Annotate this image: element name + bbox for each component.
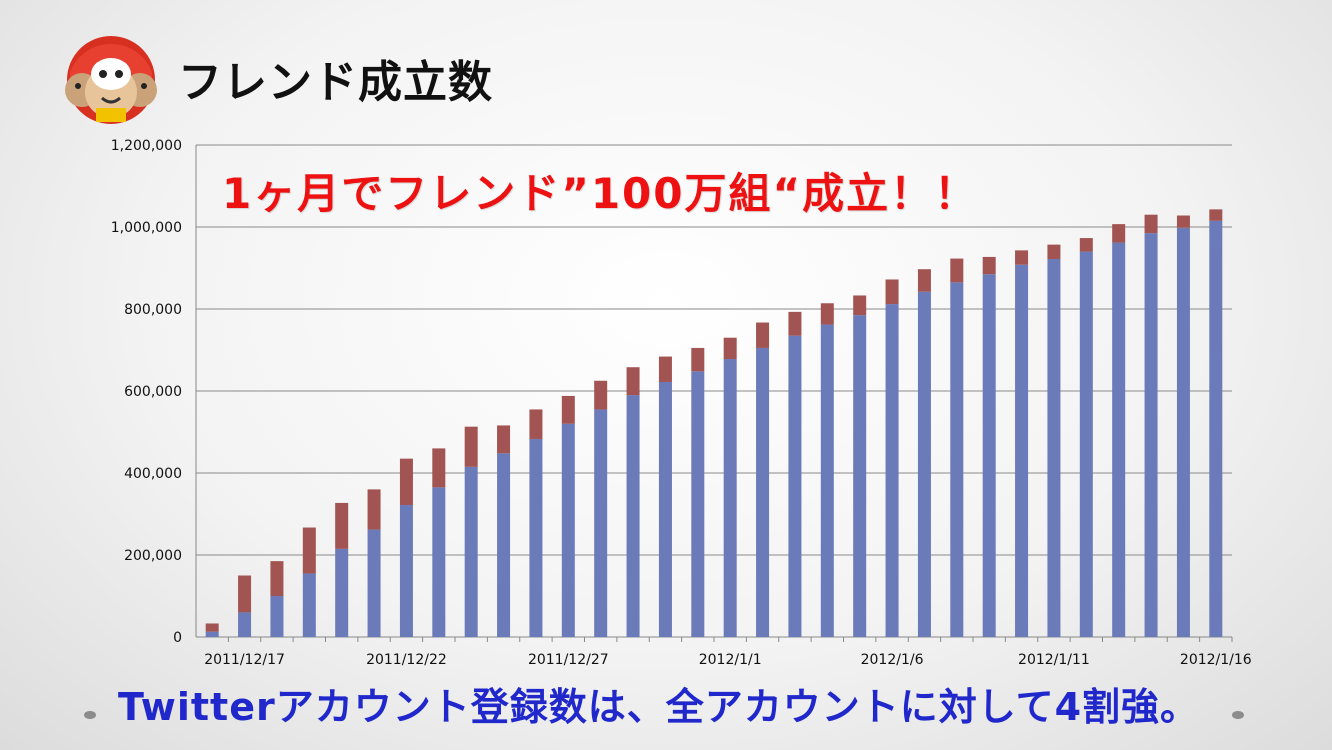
bar-segment-bottom [399, 504, 413, 637]
y-tick-label: 1,000,000 [111, 220, 182, 236]
x-tick-label: 2011/12/27 [528, 652, 609, 668]
bar-segment-top [820, 303, 834, 325]
bar-segment-bottom [1015, 264, 1029, 637]
y-tick-label: 600,000 [124, 384, 182, 400]
bar-segment-top [950, 258, 964, 283]
bar-segment-bottom [529, 438, 543, 637]
bar-segment-bottom [270, 596, 284, 637]
x-tick-label: 2011/12/17 [204, 652, 285, 668]
bar-segment-top [788, 311, 802, 336]
bar-segment-bottom [1144, 233, 1158, 637]
bar-segment-top [529, 409, 543, 439]
bar-segment-bottom [205, 631, 219, 637]
x-tick-label: 2012/1/1 [699, 652, 762, 668]
x-tick-label: 2012/1/11 [1018, 652, 1090, 668]
bar-segment-bottom [238, 612, 252, 637]
bar-segment-top [917, 269, 931, 292]
bar-segment-bottom [982, 274, 996, 637]
bar-segment-top [205, 623, 219, 632]
bar-segment-bottom [853, 315, 867, 637]
bar-segment-bottom [723, 359, 737, 637]
bar-segment-top [464, 426, 478, 467]
bar-segment-bottom [1112, 242, 1126, 637]
bar-segment-top [561, 395, 575, 424]
bar-segment-top [982, 256, 996, 275]
bar-segment-bottom [691, 371, 705, 637]
page-title: フレンド成立数 [178, 57, 493, 108]
bar-segment-bottom [432, 487, 446, 637]
y-tick-label: 1,200,000 [111, 138, 182, 154]
bar-segment-top [723, 337, 737, 360]
bar-segment-top [302, 527, 316, 574]
bar-segment-top [691, 347, 705, 372]
bar-segment-bottom [820, 324, 834, 637]
y-tick-label: 400,000 [124, 466, 182, 482]
bar-segment-top [1015, 250, 1029, 265]
bar-segment-bottom [788, 335, 802, 637]
bar-segment-bottom [950, 282, 964, 637]
bar-segment-top [497, 425, 511, 454]
bar-segment-bottom [658, 381, 672, 637]
bar-segment-top [594, 380, 608, 410]
bar-segment-bottom [302, 573, 316, 637]
bar-segment-top [1112, 224, 1126, 243]
x-tick-label: 2012/1/16 [1180, 652, 1252, 668]
bar-segment-top [399, 458, 413, 505]
bar-segment-bottom [367, 529, 381, 637]
bar-segment-top [335, 502, 349, 549]
bar-segment-bottom [1047, 258, 1061, 637]
bar-segment-bottom [594, 409, 608, 637]
bar-segment-top [1047, 244, 1061, 259]
bar-segment-top [626, 367, 640, 396]
bar-segment-bottom [1209, 220, 1223, 637]
bar-segment-bottom [464, 466, 478, 637]
y-tick-label: 800,000 [124, 302, 182, 318]
bar-segment-top [432, 448, 446, 488]
bar-segment-top [238, 575, 252, 613]
chart-headline: 1ヶ月でフレンド”100万組“成立！！ [222, 169, 979, 218]
bar-segment-top [270, 561, 284, 596]
bar-segment-top [1209, 209, 1223, 221]
y-tick-label: 200,000 [124, 548, 182, 564]
slide-bullet-right [1232, 711, 1244, 719]
bar-segment-top [885, 279, 899, 305]
bar-segment-top [1144, 214, 1158, 234]
x-tick-label: 2012/1/6 [861, 652, 924, 668]
bar-segment-top [1079, 238, 1093, 252]
footer-note: Twitterアカウント登録数は、全アカウントに対して4割強。 [118, 685, 1200, 729]
x-tick-label: 2011/12/22 [366, 652, 447, 668]
bar-segment-top [1176, 215, 1190, 228]
bar-segment-top [367, 489, 381, 530]
slide-bullet-left [84, 711, 96, 719]
bar-segment-top [756, 322, 770, 348]
bar-segment-bottom [1079, 251, 1093, 637]
monkey-logo [65, 36, 157, 124]
bar-segment-bottom [497, 453, 511, 637]
bar-segment-bottom [885, 304, 899, 637]
y-tick-label: 0 [173, 630, 182, 646]
bar-segment-bottom [756, 347, 770, 637]
bar-segment-bottom [917, 291, 931, 637]
bar-segment-bottom [335, 548, 349, 637]
bar-segment-top [658, 356, 672, 382]
bar-segment-bottom [561, 423, 575, 637]
bar-segment-bottom [626, 395, 640, 637]
bar-segment-top [853, 295, 867, 316]
bar-segment-bottom [1176, 227, 1190, 637]
